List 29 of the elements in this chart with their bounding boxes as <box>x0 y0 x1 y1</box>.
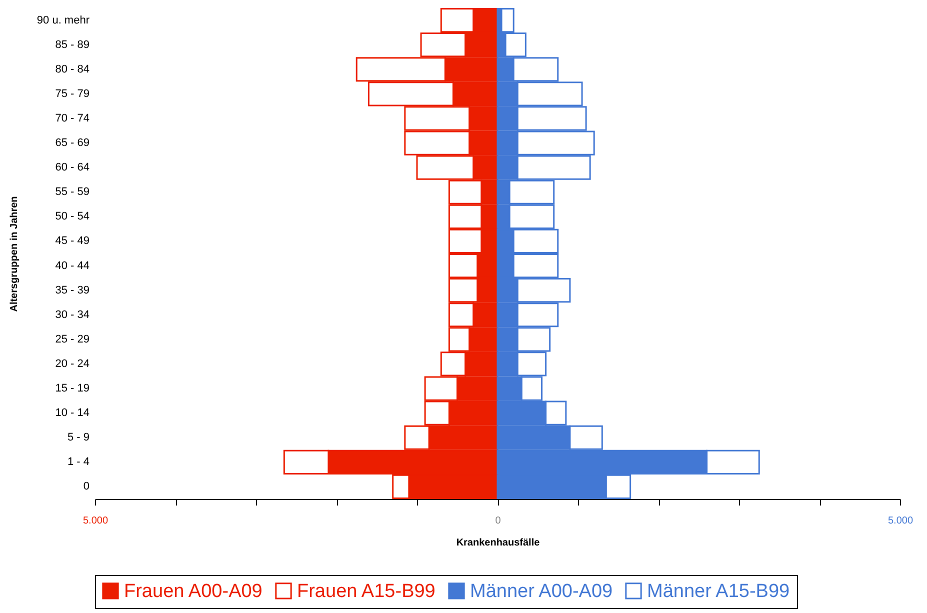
x-axis-title: Krankenhausfälle <box>456 538 540 548</box>
legend-label: Frauen A00-A09 <box>124 580 262 602</box>
y-tick-label: 55 - 59 <box>55 186 90 198</box>
y-tick-label: 70 - 74 <box>55 112 90 124</box>
y-tick-label: 90 u. mehr <box>36 14 90 26</box>
x-tick-label: 5.000 <box>82 516 108 526</box>
y-tick-label: 20 - 24 <box>55 358 90 370</box>
y-tick-label: 1 - 4 <box>67 456 90 468</box>
y-axis-title: Altersgruppen in Jahren <box>8 196 20 312</box>
y-tick-label: 85 - 89 <box>55 38 90 51</box>
legend-label: Frauen A15-B99 <box>297 580 436 602</box>
legend-label: Männer A15-B99 <box>647 580 790 602</box>
x-tick-label: 5.000 <box>888 516 914 526</box>
y-tick-label: 40 - 44 <box>55 260 90 272</box>
y-tick-label: 25 - 29 <box>55 333 90 346</box>
y-tick-label: 5 - 9 <box>67 432 90 444</box>
y-tick-label: 35 - 39 <box>55 284 90 296</box>
y-tick-label: 10 - 14 <box>55 407 90 420</box>
x-tick-label: 0 <box>495 516 502 526</box>
y-tick-label: 30 - 34 <box>55 308 90 321</box>
y-tick-label: 80 - 84 <box>55 63 90 76</box>
y-tick-label: 15 - 19 <box>55 382 90 395</box>
y-tick-label: 60 - 64 <box>55 162 90 174</box>
y-tick-label: 50 - 54 <box>55 210 90 223</box>
legend-label: Männer A00-A09 <box>470 580 613 602</box>
y-tick-label: 0 <box>83 480 90 493</box>
y-tick-label: 45 - 49 <box>55 235 90 248</box>
y-tick-label: 75 - 79 <box>55 88 90 100</box>
y-tick-label: 65 - 69 <box>55 137 90 150</box>
